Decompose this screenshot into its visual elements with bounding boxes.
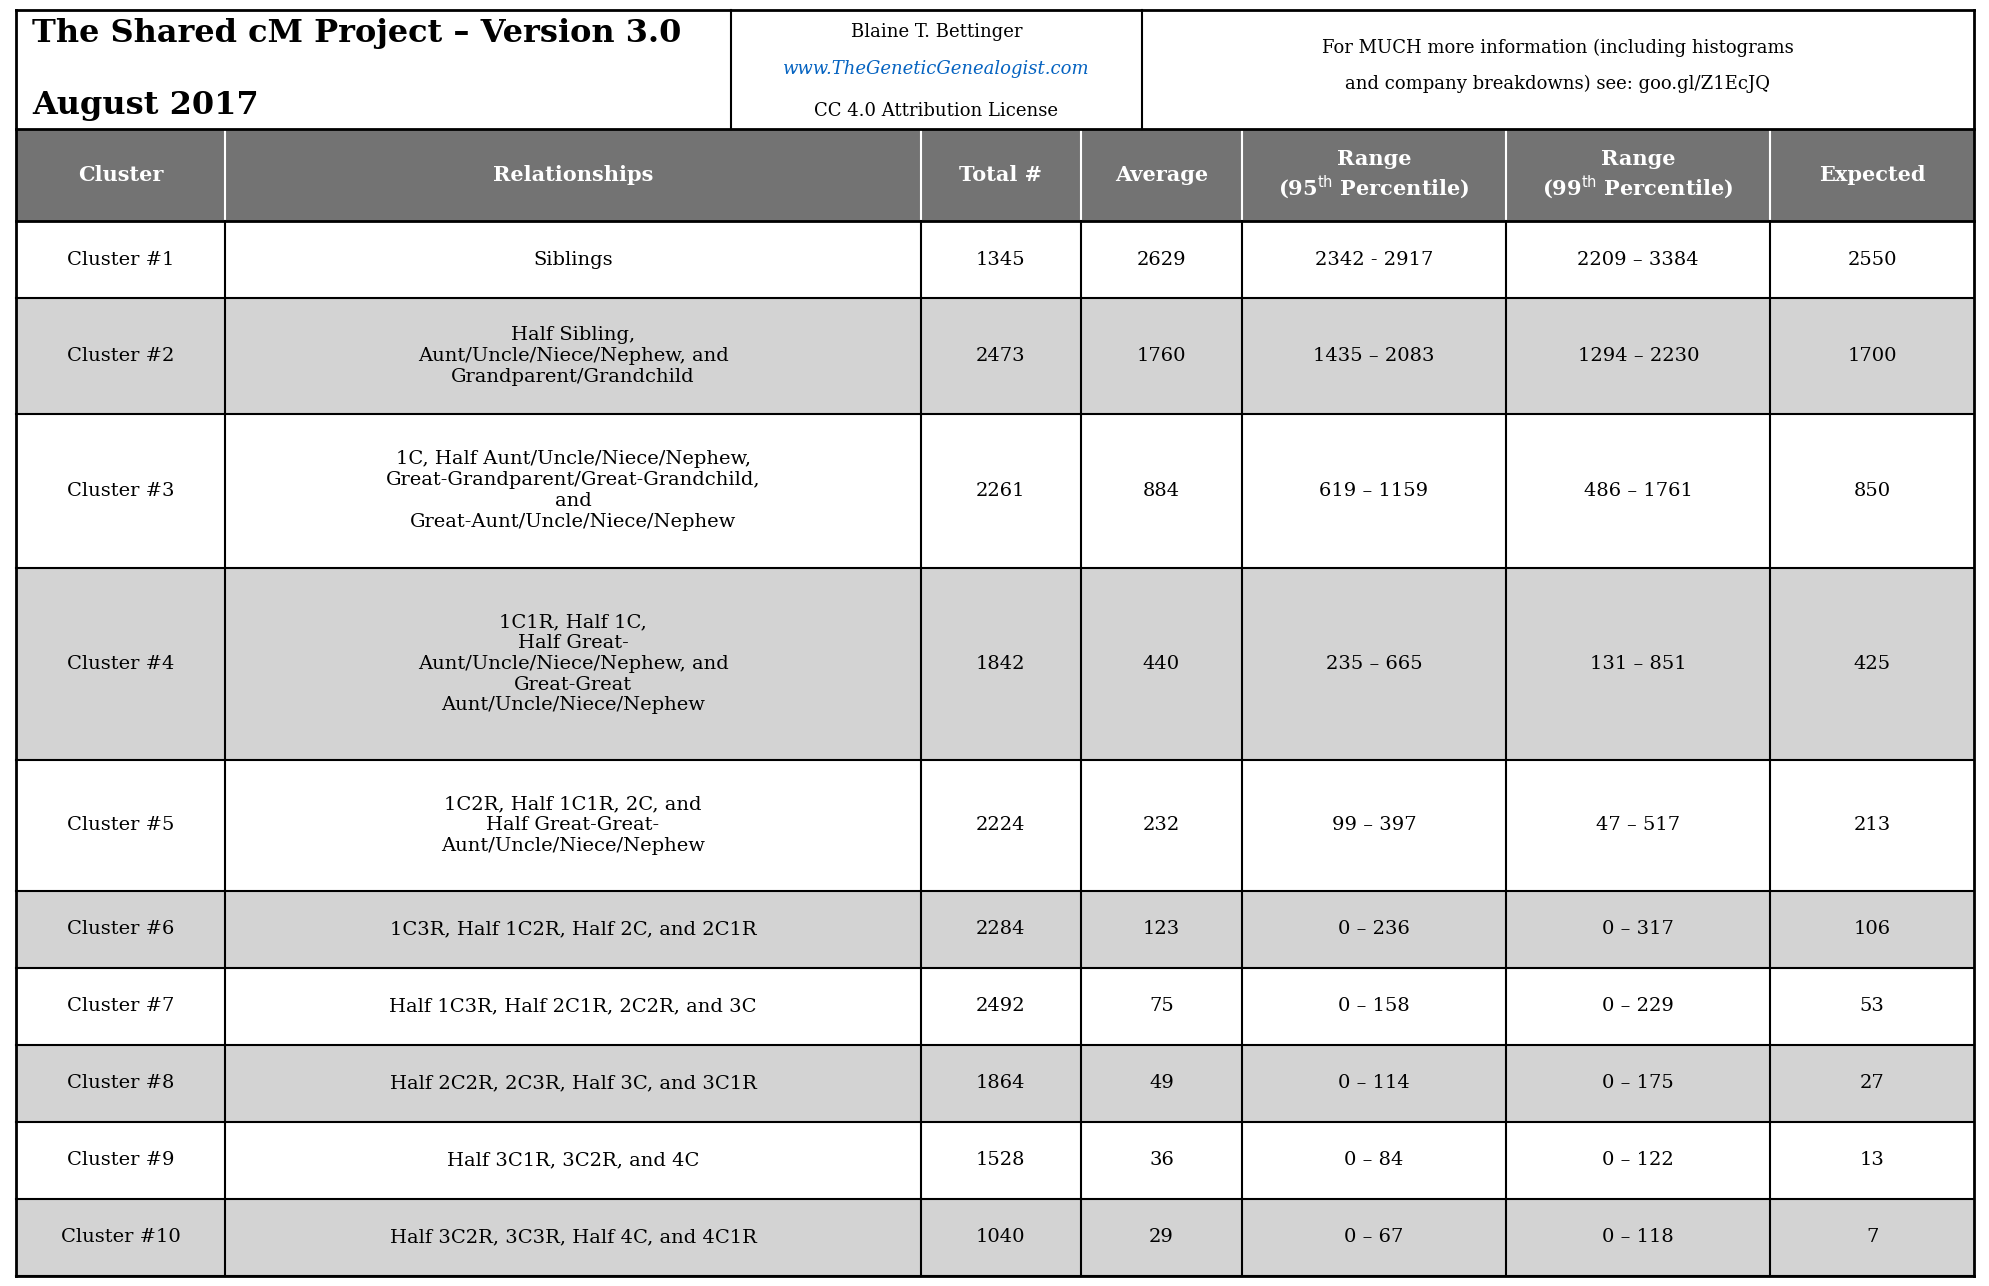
Text: Cluster #10: Cluster #10 (62, 1228, 181, 1246)
Text: 440: 440 (1142, 655, 1179, 673)
Text: Range
(95$^{\mathrm{th}}$ Percentile): Range (95$^{\mathrm{th}}$ Percentile) (1277, 149, 1470, 201)
Text: 1C2R, Half 1C1R, 2C, and
Half Great-Great-
Aunt/Uncle/Niece/Nephew: 1C2R, Half 1C1R, 2C, and Half Great-Grea… (442, 796, 704, 855)
Text: www.TheGeneticGenealogist.com: www.TheGeneticGenealogist.com (782, 60, 1090, 78)
Text: 1528: 1528 (977, 1151, 1024, 1169)
Text: 47 – 517: 47 – 517 (1595, 817, 1679, 835)
Text: 0 – 236: 0 – 236 (1337, 921, 1408, 939)
Text: Cluster #5: Cluster #5 (68, 817, 175, 835)
Text: 0 – 122: 0 – 122 (1601, 1151, 1673, 1169)
Text: Cluster #9: Cluster #9 (68, 1151, 175, 1169)
Text: 2209 – 3384: 2209 – 3384 (1577, 251, 1699, 269)
Bar (16, 1121, 1973, 1199)
Text: 2284: 2284 (977, 921, 1024, 939)
Text: 1760: 1760 (1136, 347, 1185, 365)
Text: 1842: 1842 (977, 655, 1024, 673)
Bar (16, 968, 1973, 1044)
Bar (16, 298, 1973, 414)
Text: CC 4.0 Attribution License: CC 4.0 Attribution License (814, 102, 1058, 120)
Text: Average: Average (1114, 165, 1207, 185)
Text: For MUCH more information (including histograms: For MUCH more information (including his… (1321, 39, 1792, 57)
Text: 486 – 1761: 486 – 1761 (1583, 481, 1693, 499)
Text: 106: 106 (1854, 921, 1890, 939)
Text: Half Sibling,
Aunt/Uncle/Niece/Nephew, and
Grandparent/Grandchild: Half Sibling, Aunt/Uncle/Niece/Nephew, a… (418, 327, 728, 386)
Text: 0 – 229: 0 – 229 (1601, 998, 1673, 1016)
Text: 2629: 2629 (1136, 251, 1185, 269)
Text: and company breakdowns) see: goo.gl/Z1EcJQ: and company breakdowns) see: goo.gl/Z1Ec… (1345, 75, 1770, 93)
Text: 232: 232 (1142, 817, 1179, 835)
Text: 425: 425 (1854, 655, 1890, 673)
Text: 99 – 397: 99 – 397 (1331, 817, 1416, 835)
Text: 0 – 317: 0 – 317 (1601, 921, 1673, 939)
Text: 2224: 2224 (977, 817, 1024, 835)
Text: Range
(99$^{\mathrm{th}}$ Percentile): Range (99$^{\mathrm{th}}$ Percentile) (1541, 149, 1732, 201)
Text: Cluster: Cluster (78, 165, 163, 185)
Text: 1435 – 2083: 1435 – 2083 (1313, 347, 1434, 365)
Text: 213: 213 (1852, 817, 1890, 835)
Bar (16, 10, 1973, 129)
Text: Relationships: Relationships (493, 165, 652, 185)
Text: Total #: Total # (959, 165, 1042, 185)
Text: 131 – 851: 131 – 851 (1589, 655, 1687, 673)
Text: 13: 13 (1860, 1151, 1884, 1169)
Text: 49: 49 (1148, 1074, 1174, 1092)
Text: 2492: 2492 (975, 998, 1024, 1016)
Text: 7: 7 (1866, 1228, 1878, 1246)
Bar (16, 1199, 1973, 1276)
Text: 36: 36 (1148, 1151, 1174, 1169)
Text: Cluster #6: Cluster #6 (68, 921, 175, 939)
Text: 53: 53 (1860, 998, 1884, 1016)
Text: 1C1R, Half 1C,
Half Great-
Aunt/Uncle/Niece/Nephew, and
Great-Great
Aunt/Uncle/N: 1C1R, Half 1C, Half Great- Aunt/Uncle/Ni… (418, 613, 728, 715)
Text: Cluster #2: Cluster #2 (68, 347, 175, 365)
Text: Cluster #8: Cluster #8 (68, 1074, 175, 1092)
Text: Cluster #4: Cluster #4 (68, 655, 175, 673)
Text: 27: 27 (1860, 1074, 1884, 1092)
Text: 0 – 175: 0 – 175 (1601, 1074, 1673, 1092)
Text: 1040: 1040 (977, 1228, 1024, 1246)
Bar (16, 221, 1973, 298)
Text: 0 – 67: 0 – 67 (1343, 1228, 1402, 1246)
Text: 29: 29 (1148, 1228, 1174, 1246)
Text: 884: 884 (1142, 481, 1179, 499)
Text: 619 – 1159: 619 – 1159 (1319, 481, 1428, 499)
Text: 75: 75 (1148, 998, 1174, 1016)
Text: 1864: 1864 (977, 1074, 1024, 1092)
Text: 0 – 84: 0 – 84 (1343, 1151, 1402, 1169)
Bar (16, 1044, 1973, 1121)
Text: 1294 – 2230: 1294 – 2230 (1577, 347, 1699, 365)
Text: 2342 - 2917: 2342 - 2917 (1315, 251, 1432, 269)
Text: Cluster #1: Cluster #1 (68, 251, 175, 269)
Text: Half 3C2R, 3C3R, Half 4C, and 4C1R: Half 3C2R, 3C3R, Half 4C, and 4C1R (390, 1228, 756, 1246)
Text: 2550: 2550 (1846, 251, 1896, 269)
Text: August 2017: August 2017 (32, 90, 259, 121)
Text: Half 2C2R, 2C3R, Half 3C, and 3C1R: Half 2C2R, 2C3R, Half 3C, and 3C1R (390, 1074, 756, 1092)
Text: 1C3R, Half 1C2R, Half 2C, and 2C1R: 1C3R, Half 1C2R, Half 2C, and 2C1R (390, 921, 756, 939)
Text: The Shared cM Project – Version 3.0: The Shared cM Project – Version 3.0 (32, 18, 680, 49)
Text: 123: 123 (1142, 921, 1179, 939)
Bar (16, 414, 1973, 567)
Bar (16, 567, 1973, 760)
Text: Expected: Expected (1818, 165, 1925, 185)
Text: 0 – 158: 0 – 158 (1337, 998, 1408, 1016)
Text: 1C, Half Aunt/Uncle/Niece/Nephew,
Great-Grandparent/Great-Grandchild,
and
Great-: 1C, Half Aunt/Uncle/Niece/Nephew, Great-… (386, 450, 760, 531)
Text: Half 3C1R, 3C2R, and 4C: Half 3C1R, 3C2R, and 4C (448, 1151, 698, 1169)
Text: 1700: 1700 (1846, 347, 1896, 365)
Text: 0 – 118: 0 – 118 (1601, 1228, 1673, 1246)
Text: Cluster #3: Cluster #3 (68, 481, 175, 499)
Text: 0 – 114: 0 – 114 (1337, 1074, 1408, 1092)
Bar (16, 760, 1973, 891)
Text: Blaine T. Bettinger: Blaine T. Bettinger (849, 23, 1022, 41)
Text: Half 1C3R, Half 2C1R, 2C2R, and 3C: Half 1C3R, Half 2C1R, 2C2R, and 3C (390, 998, 756, 1016)
Text: 1345: 1345 (975, 251, 1024, 269)
Bar (16, 891, 1973, 968)
Text: Cluster #7: Cluster #7 (68, 998, 175, 1016)
Text: Siblings: Siblings (533, 251, 613, 269)
Text: 850: 850 (1854, 481, 1890, 499)
Text: 235 – 665: 235 – 665 (1325, 655, 1422, 673)
Bar (16, 129, 1973, 221)
Text: 2473: 2473 (975, 347, 1024, 365)
Text: 2261: 2261 (977, 481, 1024, 499)
